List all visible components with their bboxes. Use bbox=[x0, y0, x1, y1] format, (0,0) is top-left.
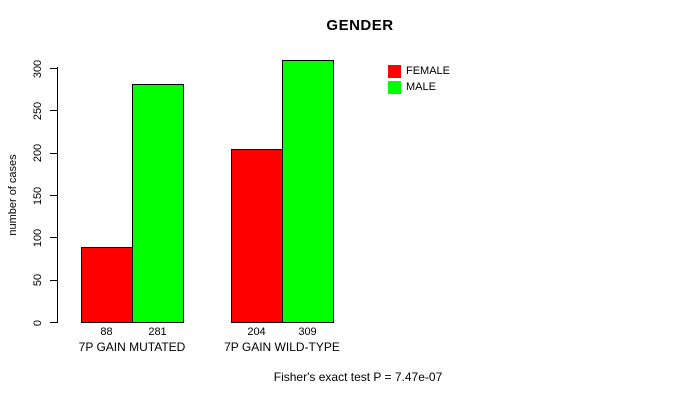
category-label: 7P GAIN WILD-TYPE bbox=[224, 340, 340, 354]
y-axis-label: number of cases bbox=[7, 154, 19, 236]
bar-female-group2 bbox=[231, 149, 283, 323]
bar-value-label: 309 bbox=[298, 326, 317, 338]
y-axis-tick bbox=[50, 237, 57, 239]
bar-value-label: 204 bbox=[247, 326, 266, 338]
y-axis-tick bbox=[50, 279, 57, 281]
y-axis-tick bbox=[50, 195, 57, 196]
chart-title: GENDER bbox=[326, 17, 394, 34]
legend: FEMALE MALE bbox=[388, 63, 450, 95]
bar-value-label: 281 bbox=[148, 326, 167, 338]
bar-female-group1 bbox=[81, 247, 133, 323]
legend-label: MALE bbox=[406, 81, 436, 93]
y-axis-tick-label: 200 bbox=[32, 143, 44, 163]
footer-note: Fisher's exact test P = 7.47e-07 bbox=[273, 370, 443, 384]
y-axis-tick-label: 100 bbox=[32, 228, 44, 248]
category-label: 7P GAIN MUTATED bbox=[78, 340, 186, 354]
legend-swatch-female bbox=[388, 64, 401, 78]
y-axis-tick bbox=[50, 322, 57, 323]
legend-label: FEMALE bbox=[406, 65, 451, 77]
y-axis-tick-label: 300 bbox=[32, 59, 44, 78]
y-axis-tick-label: 50 bbox=[32, 274, 44, 287]
y-axis-tick bbox=[50, 110, 57, 112]
legend-swatch-male bbox=[388, 80, 401, 94]
legend-row: FEMALE bbox=[388, 63, 450, 79]
y-axis-tick-label: 250 bbox=[32, 101, 44, 121]
y-axis-tick-label: 150 bbox=[32, 186, 44, 205]
bar-value-label: 88 bbox=[100, 326, 113, 338]
legend-row: MALE bbox=[388, 79, 450, 95]
y-axis bbox=[57, 67, 58, 323]
y-axis-tick-label: 0 bbox=[32, 319, 44, 326]
y-axis-tick bbox=[50, 152, 57, 154]
bar-male-group1 bbox=[132, 84, 184, 323]
bar-male-group2 bbox=[282, 60, 334, 323]
y-axis-tick bbox=[50, 68, 57, 69]
